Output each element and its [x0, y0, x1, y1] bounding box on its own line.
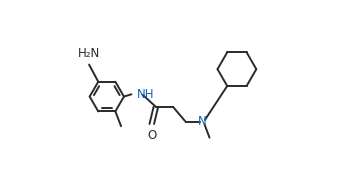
- Text: H₂N: H₂N: [78, 47, 100, 60]
- Text: NH: NH: [136, 88, 154, 101]
- Text: N: N: [198, 115, 207, 128]
- Text: O: O: [147, 128, 156, 141]
